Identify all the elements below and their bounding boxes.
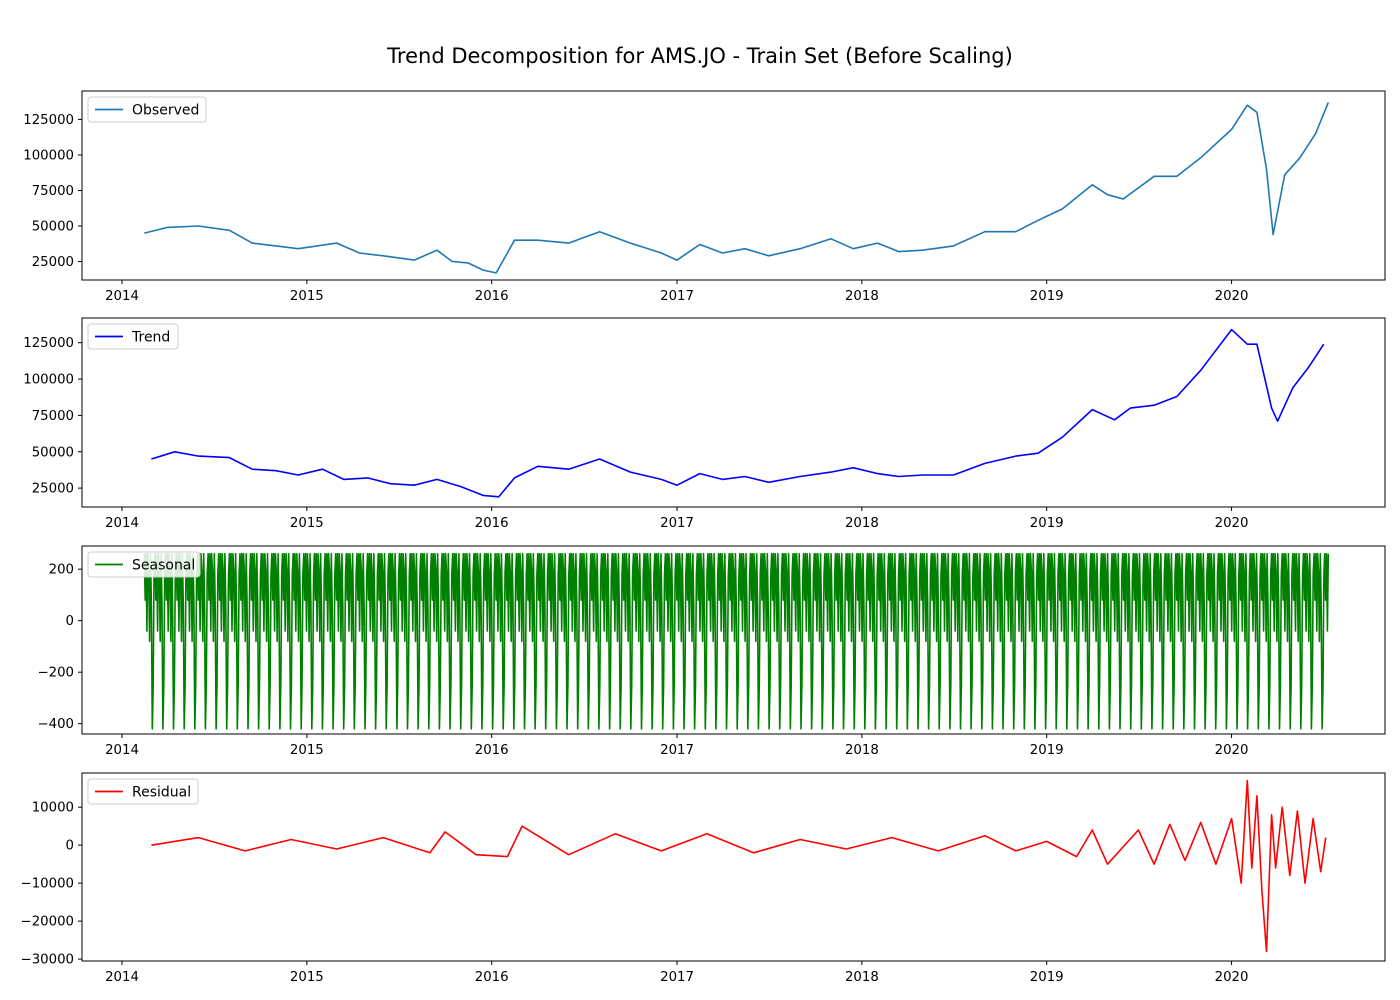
observed-y-tick-label: 50000 bbox=[32, 220, 74, 235]
observed-x-tick-label: 2015 bbox=[290, 289, 324, 304]
observed-y-tick-label: 25000 bbox=[32, 255, 74, 270]
seasonal-y-tick-label: 0 bbox=[66, 614, 74, 629]
residual-legend-box bbox=[87, 778, 199, 805]
residual-y-tick-label: −20000 bbox=[21, 915, 74, 930]
residual-legend: Residual bbox=[87, 778, 199, 805]
observed-y-tick-label: 75000 bbox=[32, 184, 74, 199]
observed-y-tick-label: 100000 bbox=[23, 148, 74, 163]
trend-y-tick-label: 50000 bbox=[32, 445, 74, 460]
trend-legend-label: Trend bbox=[131, 330, 170, 346]
observed-x-tick-label: 2014 bbox=[105, 289, 139, 304]
seasonal-y-tick-label: −400 bbox=[37, 717, 74, 732]
observed-x-tick-label: 2020 bbox=[1215, 289, 1249, 304]
trend-y-tick-label: 25000 bbox=[32, 482, 74, 497]
seasonal-x-tick-label: 2014 bbox=[105, 743, 139, 758]
observed-legend: Observed bbox=[87, 96, 207, 123]
seasonal-x-tick-label: 2019 bbox=[1030, 743, 1064, 758]
residual-series-line bbox=[151, 779, 1327, 953]
observed-x-tick-label: 2017 bbox=[660, 289, 694, 304]
residual-x-tick-label: 2020 bbox=[1215, 970, 1249, 985]
seasonal-y-tick-label: 200 bbox=[49, 563, 74, 578]
seasonal-x-tick-label: 2017 bbox=[660, 743, 694, 758]
trend-series-line bbox=[151, 328, 1325, 498]
residual-y-tick-label: −10000 bbox=[21, 877, 74, 892]
seasonal-x-tick-label: 2015 bbox=[290, 743, 324, 758]
trend-y-tick-label: 125000 bbox=[23, 336, 74, 351]
observed-y-tick-label: 125000 bbox=[23, 113, 74, 128]
observed-x-tick-label: 2018 bbox=[845, 289, 879, 304]
residual-x-tick-label: 2019 bbox=[1030, 970, 1064, 985]
observed-legend-label: Observed bbox=[132, 103, 199, 119]
seasonal-x-tick-label: 2018 bbox=[845, 743, 879, 758]
observed-legend-box bbox=[87, 96, 207, 123]
seasonal-y-tick-label: −200 bbox=[37, 666, 74, 681]
trend-x-tick-label: 2019 bbox=[1030, 516, 1064, 531]
residual-axes-frame bbox=[81, 772, 1386, 962]
trend-panel: 2014 2015 2016 2017 2018 2019 2020 25000 50000 75… bbox=[23, 317, 1386, 531]
trend-x-tick-label: 2014 bbox=[105, 516, 139, 531]
observed-panel: 2014 2015 2016 2017 2018 2019 2020 25000 50000 75… bbox=[23, 90, 1386, 304]
trend-y-tick-label: 100000 bbox=[23, 373, 74, 388]
residual-x-tick-label: 2017 bbox=[660, 970, 694, 985]
trend-x-tick-label: 2017 bbox=[660, 516, 694, 531]
observed-axes-frame bbox=[81, 90, 1386, 281]
trend-y-tick-label: 75000 bbox=[32, 409, 74, 424]
seasonal-legend-box bbox=[87, 551, 201, 578]
seasonal-x-tick-label: 2016 bbox=[475, 743, 509, 758]
trend-x-tick-label: 2016 bbox=[475, 516, 509, 531]
seasonal-legend: Seasonal bbox=[87, 551, 201, 578]
residual-legend-label: Residual bbox=[132, 785, 191, 801]
trend-legend-box bbox=[87, 323, 179, 350]
residual-y-tick-label: −30000 bbox=[21, 953, 74, 968]
seasonal-x-tick-label: 2020 bbox=[1215, 743, 1249, 758]
trend-axes-frame bbox=[81, 317, 1386, 508]
residual-x-tick-label: 2016 bbox=[475, 970, 509, 985]
trend-x-tick-label: 2015 bbox=[290, 516, 324, 531]
seasonal-panel: 2014 2015 2016 2017 2018 2019 2020 −400 −200 0 200… bbox=[37, 545, 1386, 758]
trend-x-tick-label: 2020 bbox=[1215, 516, 1249, 531]
trend-x-tick-label: 2018 bbox=[845, 516, 879, 531]
figure-title: Trend Decomposition for AMS.JO - Train S… bbox=[387, 44, 1013, 68]
observed-x-tick-label: 2019 bbox=[1030, 289, 1064, 304]
seasonal-series-line bbox=[143, 552, 1330, 730]
trend-legend: Trend bbox=[87, 323, 179, 350]
residual-x-tick-label: 2014 bbox=[105, 970, 139, 985]
residual-x-tick-label: 2015 bbox=[290, 970, 324, 985]
residual-x-tick-label: 2018 bbox=[845, 970, 879, 985]
residual-y-tick-label: 0 bbox=[66, 839, 74, 854]
observed-series-line bbox=[144, 102, 1330, 274]
residual-panel: 2014 2015 2016 2017 2018 2019 2020 −30000 −20000… bbox=[21, 772, 1386, 985]
residual-y-tick-label: 10000 bbox=[32, 801, 74, 816]
seasonal-axes-frame bbox=[81, 545, 1386, 735]
seasonal-legend-label: Seasonal bbox=[132, 558, 195, 574]
observed-x-tick-label: 2016 bbox=[475, 289, 509, 304]
